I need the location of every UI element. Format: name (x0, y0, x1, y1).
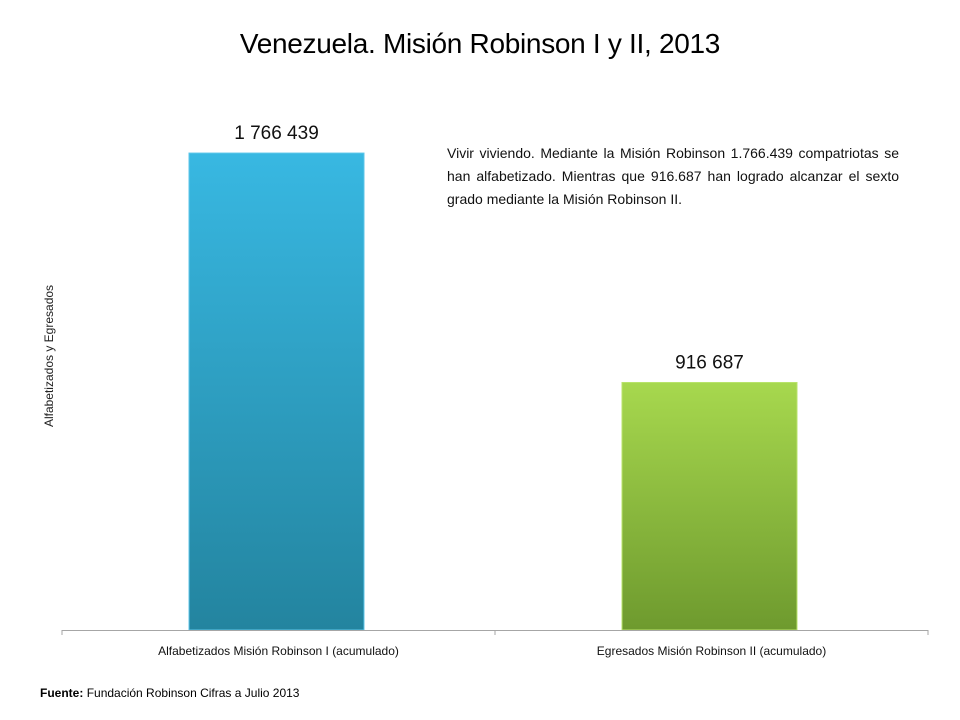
source-text: Fundación Robinson Cifras a Julio 2013 (86, 686, 300, 700)
category-label-2: Egresados Misión Robinson II (acumulado) (597, 644, 826, 658)
category-label-1: Alfabetizados Misión Robinson I (acumula… (158, 644, 399, 658)
chart-title: Venezuela. Misión Robinson I y II, 2013 (239, 28, 721, 59)
data-label-1: 1 766 439 (234, 123, 319, 144)
annotation-text: Vivir viviendo. Mediante la Misión Robin… (447, 145, 899, 207)
bar-1 (188, 152, 365, 631)
data-label-2: 916 687 (675, 352, 744, 373)
source-footer: Fuente: Fundación Robinson Cifras a Juli… (40, 686, 299, 700)
source-label: Fuente: (40, 686, 84, 700)
bar-2 (621, 381, 798, 631)
